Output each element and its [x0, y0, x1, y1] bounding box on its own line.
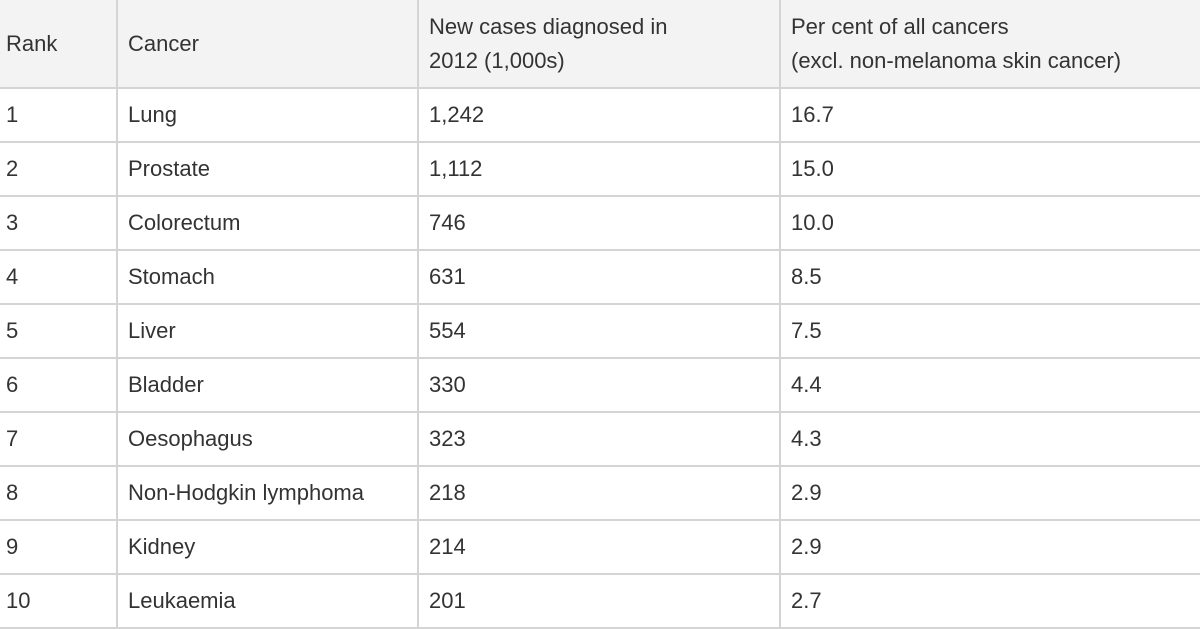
table-row: 9 Kidney 214 2.9: [0, 519, 1200, 575]
table-cell: Bladder: [116, 357, 419, 413]
header-cell: Cancer: [116, 0, 419, 89]
table-cell: 3: [0, 195, 118, 251]
table-cell: 1,242: [417, 87, 781, 143]
table-cell: 631: [417, 249, 781, 305]
table-cell: Oesophagus: [116, 411, 419, 467]
table-cell: 7: [0, 411, 118, 467]
table-cell: 10.0: [779, 195, 1200, 251]
table-cell: 5: [0, 303, 118, 359]
table-cell: Kidney: [116, 519, 419, 575]
header-cell: Per cent of all cancers (excl. non-melano…: [779, 0, 1200, 89]
table-cell: 8.5: [779, 249, 1200, 305]
table-cell: 2.7: [779, 573, 1200, 629]
header-row: Rank Cancer New cases diagnosed in 2012 (1,…: [0, 0, 1200, 89]
table-row: 5 Liver 554 7.5: [0, 303, 1200, 359]
header-text: 2012 (1,000s): [429, 47, 565, 73]
table-cell: 214: [417, 519, 781, 575]
table-cell: 4: [0, 249, 118, 305]
table-cell: 6: [0, 357, 118, 413]
table-cell: Leukaemia: [116, 573, 419, 629]
table-row: 3 Colorectum 746 10.0: [0, 195, 1200, 251]
table-cell: Colorectum: [116, 195, 419, 251]
table-row: 10 Leukaemia 201 2.7: [0, 573, 1200, 629]
table-cell: 7.5: [779, 303, 1200, 359]
table-cell: Non-Hodgkin lymphoma: [116, 465, 419, 521]
header-text: (excl. non-melanoma skin cancer): [791, 47, 1122, 73]
table-cell: 554: [417, 303, 781, 359]
header-cell: Rank: [0, 0, 118, 89]
table-cell: Prostate: [116, 141, 419, 197]
table-cell: 10: [0, 573, 118, 629]
header-text: Per cent of all cancers: [791, 13, 1009, 39]
table-cell: 1,112: [417, 141, 781, 197]
table-cell: 2.9: [779, 519, 1200, 575]
table-cell: 8: [0, 465, 118, 521]
table-cell: 746: [417, 195, 781, 251]
table-row: 1 Lung 1,242 16.7: [0, 87, 1200, 143]
table-cell: 4.3: [779, 411, 1200, 467]
table-cell: Lung: [116, 87, 419, 143]
table-cell: 218: [417, 465, 781, 521]
header-text: Rank: [6, 30, 58, 56]
table-cell: 201: [417, 573, 781, 629]
table-row: 4 Stomach 631 8.5: [0, 249, 1200, 305]
header-text: Cancer: [128, 30, 199, 56]
table-row: 7 Oesophagus 323 4.3: [0, 411, 1200, 467]
table-cell: 16.7: [779, 87, 1200, 143]
header-cell: New cases diagnosed in 2012 (1,000s): [417, 0, 781, 89]
table-cell: 330: [417, 357, 781, 413]
header-text: New cases diagnosed in: [429, 13, 668, 39]
table-cell: 323: [417, 411, 781, 467]
table-row: 6 Bladder 330 4.4: [0, 357, 1200, 413]
table-body: 1 Lung 1,242 16.7 2 Prostate 1,112 15.0 3 Colorec…: [0, 87, 1200, 629]
table-cell: 2: [0, 141, 118, 197]
table-row: 8 Non-Hodgkin lymphoma 218 2.9: [0, 465, 1200, 521]
table-header: Rank Cancer New cases diagnosed in 2012 (1,…: [0, 0, 1200, 89]
table-cell: 9: [0, 519, 118, 575]
table-cell: 1: [0, 87, 118, 143]
table-cell: 2.9: [779, 465, 1200, 521]
table-cell: Stomach: [116, 249, 419, 305]
table-cell: 4.4: [779, 357, 1200, 413]
table-cell: Liver: [116, 303, 419, 359]
table-cell: 15.0: [779, 141, 1200, 197]
table-row: 2 Prostate 1,112 15.0: [0, 141, 1200, 197]
